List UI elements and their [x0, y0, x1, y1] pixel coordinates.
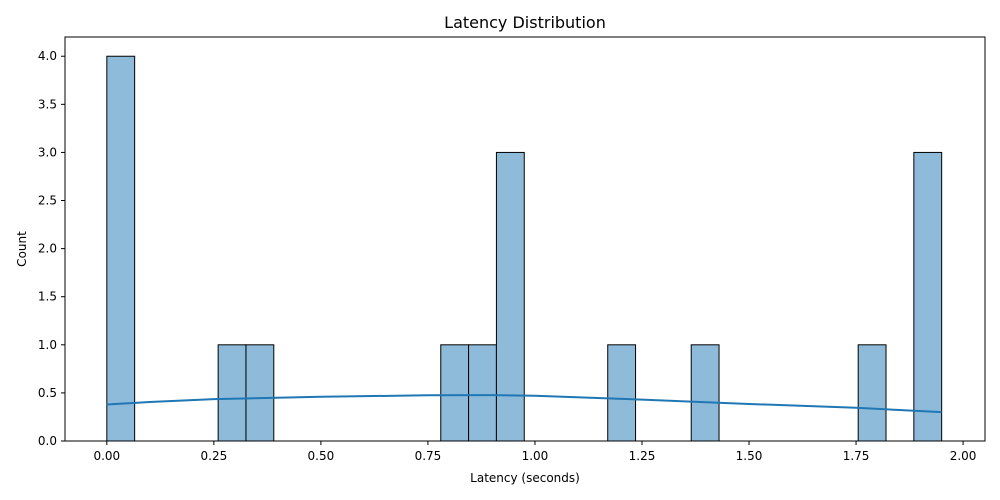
- y-tick-label-5: 2.5: [38, 194, 57, 208]
- y-axis-label: Count: [15, 231, 29, 267]
- y-tick-label-8: 4.0: [38, 49, 57, 63]
- x-tick-label-2: 0.50: [308, 449, 335, 463]
- y-tick-label-2: 1.0: [38, 338, 57, 352]
- histogram-bars: [106, 55, 943, 442]
- x-tick-label-8: 2.00: [950, 449, 977, 463]
- x-tick-label-5: 1.25: [629, 449, 656, 463]
- kde-curve: [106, 394, 942, 414]
- histogram-bar-7: [690, 344, 720, 442]
- histogram-bar-8: [857, 344, 887, 442]
- plot-frame: [64, 36, 986, 442]
- x-tick-label-7: 1.75: [843, 449, 870, 463]
- histogram-bar-6: [607, 344, 637, 442]
- histogram-bar-1: [217, 344, 247, 442]
- y-tick-label-0: 0.0: [38, 434, 57, 448]
- chart-title: Latency Distribution: [444, 13, 606, 32]
- x-tick-label-3: 0.75: [415, 449, 442, 463]
- x-tick-label-0: 0.00: [93, 449, 120, 463]
- histogram-bar-4: [468, 344, 497, 442]
- y-tick-label-3: 1.5: [38, 290, 57, 304]
- histogram-bar-5: [495, 151, 525, 442]
- x-tick-label-4: 1.00: [522, 449, 549, 463]
- y-tick-label-1: 0.5: [38, 386, 57, 400]
- x-axis-ticks: 0.00 0.25 0.50 0.75 1.00 1.25 1.50 1.75 2.00: [93, 441, 976, 463]
- x-tick-label-1: 0.25: [201, 449, 228, 463]
- x-axis-label: Latency (seconds): [470, 471, 580, 485]
- y-tick-label-7: 3.5: [38, 97, 57, 111]
- y-axis-ticks: 0.0 0.5 1.0 1.5 2.0 2.5 3.0 3.5 4.0: [38, 49, 65, 448]
- histogram-bar-3: [440, 344, 470, 442]
- histogram-bar-9: [913, 151, 943, 442]
- histogram-bar-2: [245, 344, 275, 442]
- histogram-bar-0: [106, 55, 136, 442]
- x-tick-label-6: 1.50: [736, 449, 763, 463]
- y-tick-label-4: 2.0: [38, 242, 57, 256]
- y-tick-label-6: 3.0: [38, 145, 57, 159]
